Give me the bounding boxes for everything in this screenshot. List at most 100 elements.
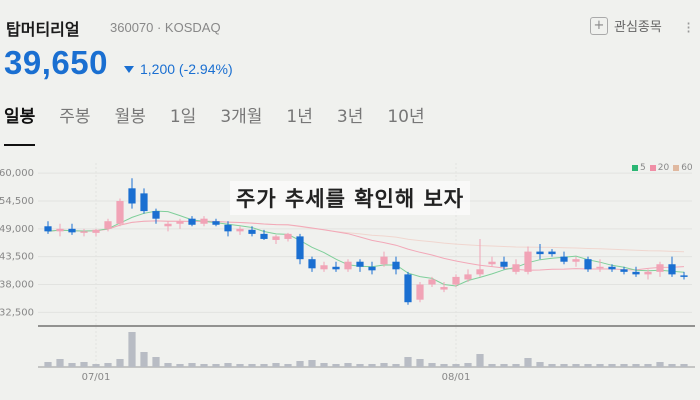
add-watchlist-button[interactable]: + 관심종목 [590,16,662,35]
candle-body [584,259,592,270]
volume-bar [488,364,496,367]
volume-bar [560,364,568,367]
period-tabs: 일봉 주봉 월봉 1일 3개월 1년 3년 10년 [0,104,449,146]
y-tick-label: 60,000 [0,168,34,179]
candle-body [656,264,664,272]
y-tick-label: 32,500 [0,307,34,318]
candle-body [332,266,340,270]
tab-1day[interactable]: 1일 [169,107,197,127]
volume-bar [668,364,676,367]
candle-body [572,259,580,262]
candle-body [524,251,532,272]
volume-bar [392,364,400,367]
volume-bar [200,364,208,367]
y-tick-label: 38,000 [0,280,34,291]
candle-body [272,236,280,240]
x-tick-label: 08/01 [442,372,471,383]
ma60-line [47,220,685,253]
volume-bar [596,364,604,367]
volume-bar [152,357,160,367]
volume-bar [224,363,232,367]
candle-body [296,236,304,260]
y-tick-label: 54,500 [0,196,34,207]
more-options-icon[interactable]: ⁝ [686,18,692,37]
candle-body [212,221,220,225]
plus-icon: + [590,16,608,35]
volume-bar [644,364,652,367]
tab-monthly[interactable]: 월봉 [114,107,146,127]
volume-bar [632,364,640,367]
volume-bar [188,363,196,367]
volume-bar [116,359,124,367]
volume-bar [320,363,328,367]
volume-bar [368,364,376,367]
volume-bar [536,362,544,367]
tab-daily[interactable]: 일봉 [4,104,36,146]
price-chart[interactable]: 60,000 54,500 49,000 43,500 38,000 32,500 07/0… [0,155,700,400]
candle-body [176,221,184,224]
candle-body [680,275,688,277]
ma-legend: 5 20 60 [632,163,693,173]
candle-body [224,224,232,232]
candle-body [116,200,124,224]
candle-body [536,251,544,255]
volume-bar [308,360,316,367]
volume-bar [332,364,340,367]
candle-body [344,261,352,270]
volume-bar [272,363,280,367]
volume-bar [440,364,448,367]
tab-10years[interactable]: 10년 [387,107,425,127]
candle-body [92,229,100,233]
candle-body [416,284,424,300]
candle-body [392,261,400,270]
candle-body [104,221,112,229]
volume-bar [464,363,472,367]
volume-bar [416,359,424,367]
caption-overlay: 주가 추세를 확인해 보자 [230,181,471,215]
candle-body [284,233,292,239]
tab-3years[interactable]: 3년 [336,107,364,127]
volume-bar [404,357,412,367]
tab-3months[interactable]: 3개월 [220,107,263,127]
volume-bar [680,364,688,367]
volume-bar [500,364,508,367]
y-tick-label: 49,000 [0,224,34,235]
volume-bar [68,363,76,367]
volume-bar [164,363,172,367]
watchlist-label: 관심종목 [614,20,662,35]
stock-name: 탑머티리얼 [6,20,80,39]
candle-body [644,271,652,275]
candle-body [476,269,484,275]
volume-bar [140,352,148,367]
volume-bar [656,362,664,367]
candle-body [620,269,628,272]
current-price: 39,650 [4,44,108,81]
candle-body [368,266,376,271]
candle-body [428,279,436,285]
volume-bar [92,364,100,367]
candle-body [128,188,136,204]
candle-body [140,193,148,212]
candle-body [632,271,640,275]
volume-bar [476,354,484,367]
tab-weekly[interactable]: 주봉 [59,107,91,127]
volume-bar [452,364,460,367]
candle-body [44,226,52,232]
legend-ma60: 60 [673,163,693,173]
volume-bar [56,359,64,367]
volume-bar [524,358,532,367]
candle-body [188,218,196,225]
volume-bar [104,363,112,367]
candle-body [152,211,160,219]
candle-body [500,261,508,267]
volume-bar [176,364,184,367]
y-tick-label: 43,500 [0,252,34,263]
candle-body [452,276,460,285]
candle-body [260,233,268,239]
candle-body [200,218,208,224]
candle-body [68,228,76,233]
candle-body [404,274,412,303]
tab-1year[interactable]: 1년 [286,107,313,127]
candle-body [308,259,316,269]
candle-body [356,261,364,267]
